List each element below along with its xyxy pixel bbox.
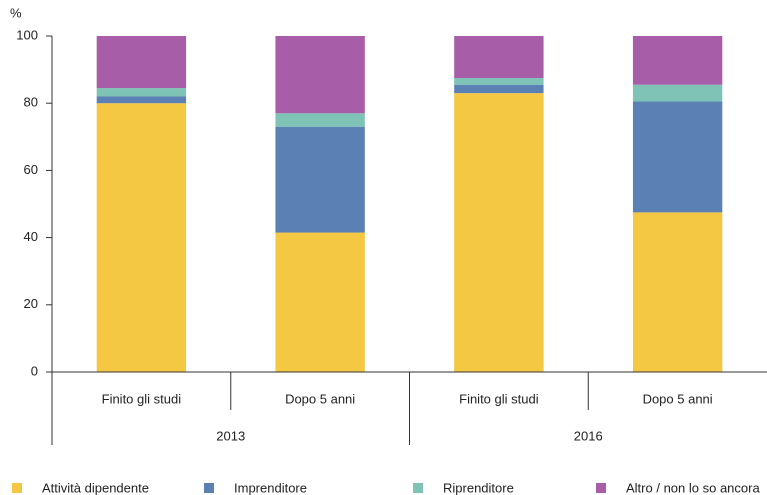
legend-label: Attività dipendente xyxy=(42,480,149,495)
bar-segment xyxy=(96,103,187,372)
legend-label: Altro / non lo so ancora xyxy=(626,480,760,495)
bar-segment xyxy=(632,84,723,102)
bar-segment xyxy=(632,212,723,372)
bar-segment xyxy=(275,232,365,372)
bar-segment xyxy=(454,93,544,373)
x-tick-label: Finito gli studi xyxy=(102,391,182,406)
group-label: 2013 xyxy=(216,428,245,443)
bar-segment xyxy=(275,126,365,233)
bar-segment xyxy=(96,36,187,89)
legend-swatch xyxy=(204,483,214,493)
bar-segment xyxy=(96,96,187,104)
x-tick-label: Dopo 5 anni xyxy=(643,391,713,406)
bar-segment xyxy=(632,36,723,85)
bar-segment xyxy=(96,88,187,97)
y-tick-label: 20 xyxy=(24,296,38,311)
y-tick-label: 0 xyxy=(31,363,38,378)
x-tick-label: Dopo 5 anni xyxy=(285,391,355,406)
bar-segment xyxy=(454,84,544,94)
bar-segment xyxy=(454,78,544,85)
bar-segment xyxy=(454,36,544,78)
legend-label: Riprenditore xyxy=(443,480,514,495)
y-axis-label: % xyxy=(10,5,22,20)
bar-segment xyxy=(275,113,365,127)
legend-label: Imprenditore xyxy=(234,480,307,495)
legend-swatch xyxy=(413,483,423,493)
group-label: 2016 xyxy=(574,428,603,443)
bar-segment xyxy=(632,101,723,213)
legend-swatch xyxy=(596,483,606,493)
y-tick-label: 80 xyxy=(24,95,38,110)
y-tick-label: 40 xyxy=(24,229,38,244)
legend-swatch xyxy=(12,483,22,493)
y-tick-label: 60 xyxy=(24,162,38,177)
y-tick-label: 100 xyxy=(16,27,38,42)
bar-segment xyxy=(275,36,365,114)
x-tick-label: Finito gli studi xyxy=(459,391,539,406)
